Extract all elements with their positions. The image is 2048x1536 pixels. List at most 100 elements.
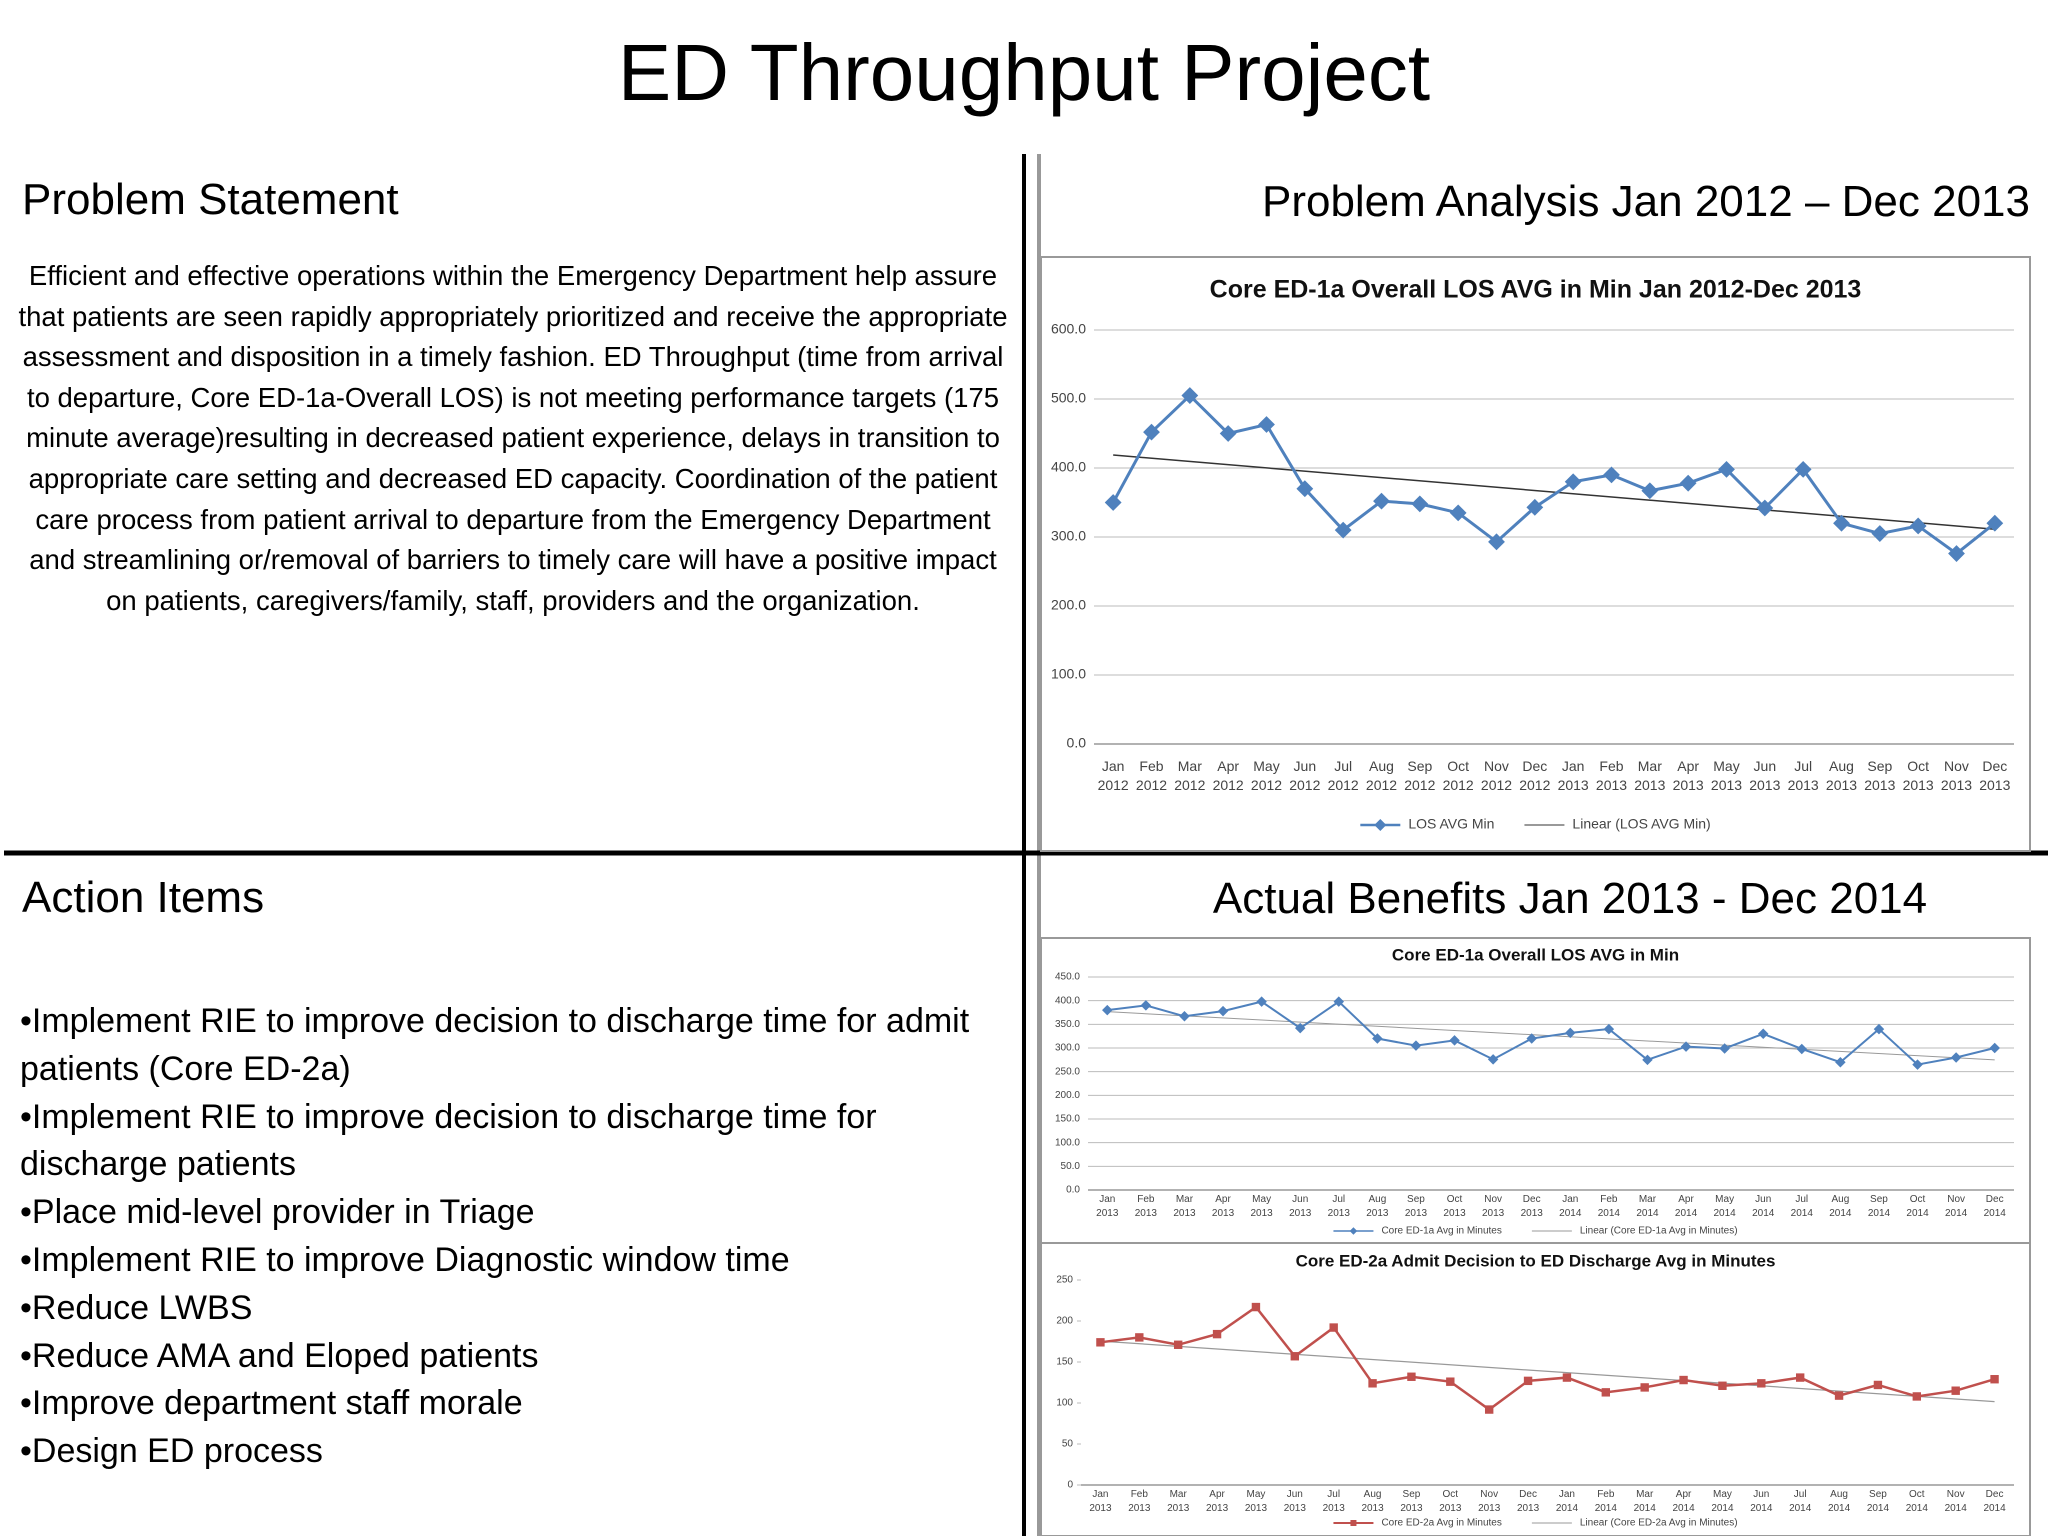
chart-title: Core ED-2a Admit Decision to ED Discharg…	[1296, 1251, 1776, 1270]
section-heading: Actual Benefits Jan 2013 - Dec 2014	[1212, 874, 1928, 923]
x-tick-label: Jun 2013	[1283, 1489, 1306, 1514]
x-tick-label: Jun 2014	[1750, 1489, 1773, 1514]
x-tick-label: Feb 2013	[1595, 758, 1628, 793]
marker	[1679, 474, 1697, 492]
x-tick-label: Sep 2012	[1404, 758, 1436, 793]
marker	[1526, 498, 1544, 516]
legend-marker	[1349, 1227, 1358, 1235]
legend-label: Linear (Core ED-1a Avg in Minutes)	[1580, 1226, 1738, 1237]
action-item: •Reduce LWBS	[20, 1288, 253, 1327]
marker	[1756, 499, 1774, 517]
legend-label: Core ED-1a Avg in Minutes	[1381, 1226, 1501, 1237]
action-item: •Reduce AMA and Eloped patients	[20, 1336, 539, 1375]
marker	[1173, 1340, 1183, 1349]
chart-title: Core ED-1a Overall LOS AVG in Min Jan 20…	[1210, 276, 1862, 304]
marker	[1102, 1004, 1113, 1016]
marker	[1641, 482, 1659, 500]
x-tick-label: Feb 2014	[1594, 1489, 1617, 1514]
y-tick-label: 450.0	[1055, 972, 1080, 983]
x-tick-label: Feb 2013	[1134, 1194, 1157, 1219]
y-tick-label: 300.0	[1055, 1043, 1080, 1054]
action-list: •Implement RIE to improve decision to di…	[20, 998, 1000, 1476]
action-item: •Implement RIE to improve decision to di…	[20, 1097, 877, 1184]
x-tick-label: Jul 2013	[1787, 758, 1819, 793]
x-tick-label: May 2014	[1713, 1194, 1736, 1219]
legend-label: Core ED-2a Avg in Minutes	[1381, 1518, 1501, 1529]
marker	[1135, 1333, 1144, 1342]
marker	[1640, 1383, 1649, 1392]
x-tick-label: Jul 2012	[1327, 758, 1359, 793]
y-tick-label: 0.0	[1067, 735, 1087, 751]
marker	[1411, 495, 1429, 513]
x-tick-label: Dec 2014	[1983, 1194, 2006, 1219]
y-tick-label: 100	[1056, 1398, 1073, 1409]
slide-title: ED Throughput Project	[617, 28, 1431, 117]
marker	[1680, 1041, 1692, 1052]
x-tick-label: Aug 2012	[1365, 758, 1398, 793]
marker	[1256, 996, 1267, 1007]
x-tick-label: Apr 2014	[1674, 1194, 1698, 1219]
x-tick-label: Oct 2014	[1906, 1194, 1929, 1219]
marker	[1258, 416, 1275, 433]
x-tick-label: Feb 2012	[1135, 758, 1168, 793]
y-tick-label: 200.0	[1051, 597, 1086, 613]
x-tick-label: Nov 2013	[1478, 1489, 1501, 1514]
x-tick-label: Dec 2014	[1983, 1489, 2006, 1514]
x-tick-label: Aug 2014	[1829, 1194, 1852, 1219]
x-tick-label: Jan 2014	[1559, 1194, 1582, 1219]
x-tick-label: May 2013	[1250, 1194, 1273, 1219]
marker	[1990, 1375, 1999, 1384]
marker	[1294, 1022, 1306, 1034]
legend-label: LOS AVG Min	[1408, 816, 1494, 832]
marker	[1565, 1027, 1576, 1039]
series-line	[1100, 1305, 1995, 1412]
x-tick-label: Nov 2012	[1480, 758, 1513, 793]
x-tick-label: May 2012	[1250, 758, 1283, 793]
x-tick-label: Mar 2013	[1173, 1194, 1196, 1219]
marker	[1912, 1392, 1922, 1401]
y-tick-label: 100.0	[1051, 666, 1086, 682]
x-tick-label: Oct 2014	[1905, 1489, 1928, 1514]
marker	[1834, 1391, 1844, 1400]
marker	[1333, 996, 1345, 1007]
x-tick-label: Nov 2014	[1944, 1489, 1967, 1514]
x-tick-label: Feb 2013	[1128, 1489, 1151, 1514]
marker	[1718, 460, 1735, 478]
y-tick-label: 50.0	[1061, 1161, 1081, 1172]
x-tick-label: Jul 2013	[1327, 1194, 1350, 1219]
action-item: •Design ED process	[20, 1432, 323, 1471]
x-tick-label: Aug 2013	[1366, 1194, 1389, 1219]
marker	[1523, 1376, 1533, 1386]
x-tick-label: Nov 2013	[1482, 1194, 1505, 1219]
x-tick-label: Oct 2012	[1442, 758, 1474, 793]
x-tick-label: Jan 2013	[1557, 758, 1589, 793]
legend: Core ED-2a Avg in Minutes Linear (Core ED…	[1333, 1518, 1738, 1529]
marker	[1642, 1054, 1653, 1066]
x-tick-label: Jul 2014	[1789, 1489, 1812, 1514]
marker	[1446, 1377, 1455, 1386]
x-tick-label: Jun 2013	[1289, 1194, 1312, 1219]
chart-frame	[1040, 256, 2031, 852]
marker	[1912, 1059, 1923, 1070]
x-tick-label: Aug 2013	[1361, 1489, 1384, 1514]
marker	[1368, 1379, 1377, 1388]
x-tick-label: Mar 2012	[1174, 758, 1206, 793]
action-item: •Implement RIE to improve Diagnostic win…	[20, 1240, 790, 1279]
marker	[1217, 1005, 1229, 1017]
x-tick-label: Dec 2013	[1520, 1194, 1543, 1219]
y-tick-label: 400.0	[1051, 459, 1086, 475]
marker	[1143, 423, 1160, 441]
y-tick-label: 150	[1056, 1357, 1073, 1368]
marker	[1334, 521, 1352, 539]
x-tick-label: Nov 2014	[1945, 1194, 1968, 1219]
marker	[1794, 460, 1812, 478]
x-tick-label: Nov 2013	[1940, 758, 1973, 793]
marker	[1372, 1033, 1383, 1044]
marker	[1757, 1379, 1766, 1388]
marker	[1757, 1028, 1769, 1040]
x-tick-label: Jan 2013	[1089, 1489, 1112, 1514]
y-tick-label: 200	[1056, 1316, 1073, 1327]
legend-marker	[1350, 1520, 1357, 1526]
y-tick-label: 0.0	[1066, 1185, 1080, 1196]
